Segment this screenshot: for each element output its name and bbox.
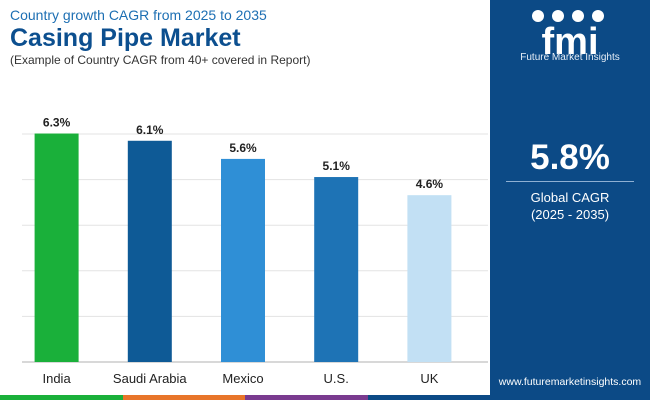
bottom-color-strip (0, 395, 490, 400)
data-label: 6.3% (43, 116, 71, 130)
data-label: 4.6% (416, 177, 444, 191)
global-cagr-value: 5.8% (530, 138, 610, 177)
sidebar-panel: fmi Future Market Insights 5.8% Global C… (490, 0, 650, 400)
data-label: 5.1% (323, 159, 351, 173)
strip-segment (245, 395, 368, 400)
logo-caption: Future Market Insights (520, 52, 620, 63)
fmi-logo: fmi (490, 6, 650, 76)
chart-title: Casing Pipe Market (10, 24, 241, 52)
logo-dot-icon (572, 10, 584, 22)
x-tick-label: Saudi Arabia (113, 371, 187, 386)
x-tick-label: UK (420, 371, 438, 386)
fmi-logo-icon: fmi (532, 10, 604, 63)
logo-dot-icon (592, 10, 604, 22)
x-tick-label: U.S. (324, 371, 349, 386)
x-tick-label: Mexico (222, 371, 263, 386)
logo-letters: fmi (542, 21, 599, 58)
logo-dot-icon (532, 10, 544, 22)
chart-note: (Example of Country CAGR from 40+ covere… (10, 53, 311, 67)
website-link[interactable]: www.futuremarketinsights.com (498, 376, 642, 388)
sidebar-divider (506, 181, 634, 182)
data-label: 5.6% (229, 141, 257, 155)
chart-subtitle: Country growth CAGR from 2025 to 2035 (10, 7, 267, 23)
strip-segment (122, 395, 245, 400)
x-tick-label: India (42, 371, 71, 386)
bar-mexico (221, 158, 265, 362)
bar-india (34, 133, 79, 362)
global-cagr-period: (2025 - 2035) (530, 207, 610, 222)
bar-uk (407, 195, 452, 362)
bar-saudi-arabia (127, 140, 172, 362)
bar-u-s- (314, 177, 359, 362)
bar-chart: 6.3% India 6.1% Saudi Arabia 5.6% Mexico 5.1% U… (22, 116, 488, 386)
global-cagr-label: Global CAGR (530, 190, 610, 205)
strip-segment (367, 395, 490, 400)
logo-dot-icon (552, 10, 564, 22)
strip-segment (0, 395, 123, 400)
data-label: 6.1% (136, 123, 164, 137)
header: Country growth CAGR from 2025 to 2035 Ca… (10, 6, 480, 68)
chart-area: 6.3% India 6.1% Saudi Arabia 5.6% Mexico 5.1% U… (0, 90, 490, 390)
